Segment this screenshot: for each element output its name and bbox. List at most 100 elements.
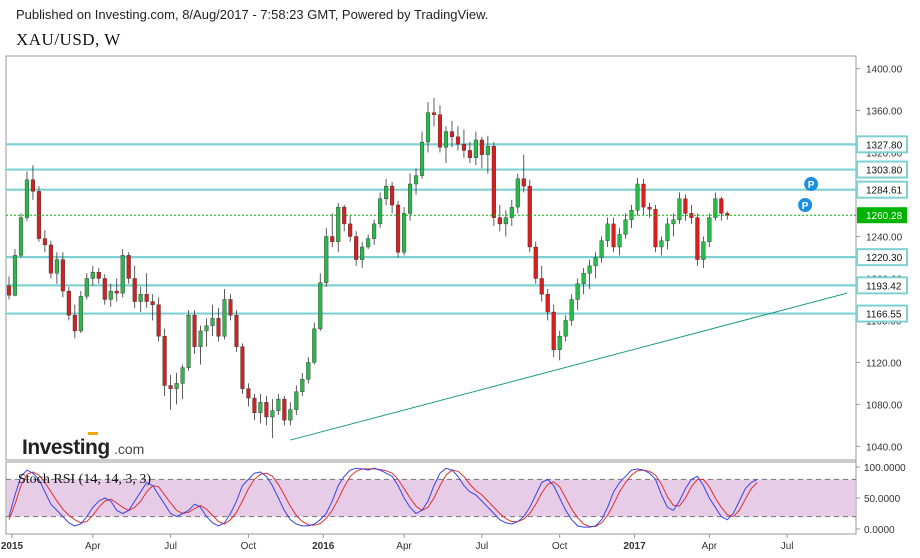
candle-body [102,278,107,300]
rsi-d-line [8,468,758,527]
rsi-title: Stoch RSI (14, 14, 3, 3) [18,472,151,487]
candle-body [366,238,371,248]
candle-body [515,178,520,208]
y-tick-label: 1040.00 [866,442,903,453]
candle-body [78,296,83,332]
candle-body [162,335,167,386]
candle-body [509,206,514,218]
candle-body [294,391,299,410]
rsi-tick-label: 50.0000 [864,494,901,505]
logo-suffix: .com [114,441,144,457]
candle-body [192,314,197,347]
pivot-marker-icon[interactable] [804,177,819,192]
pivot-label: P [808,180,815,191]
investing-logo[interactable]: Investing .com [22,432,144,459]
candle-body [18,217,24,256]
candle-body [431,112,437,115]
x-tick-label: Apr [85,541,101,552]
rsi-band [7,479,855,517]
candle-body [407,183,413,214]
candle-body [360,246,365,260]
candle-body [413,175,419,185]
level-label: 1166.55 [866,310,902,321]
candle-body [60,259,65,292]
candle-body [30,179,35,192]
candle-body [419,141,425,176]
candle-body [312,328,317,363]
candle-body [467,150,472,158]
candle-body [282,398,287,421]
level-label-box [856,304,908,323]
y-tick-label: 1080.00 [866,400,903,411]
candle-body [443,131,449,148]
pivot-label: P [802,201,809,212]
candle-body [695,217,700,260]
candle-body [605,223,610,241]
candle-body [425,112,431,143]
level-label: 1193.42 [866,281,902,292]
pivot-marker-icon[interactable] [798,198,813,213]
rsi-tick-label: 0.0000 [864,525,895,536]
rsi-tick-label: 100.0000 [864,463,906,474]
candle-body [252,397,257,413]
x-tick-label: Apr [702,541,718,552]
candle-body [701,241,706,260]
candle-body [300,379,305,392]
candle-body [557,335,562,351]
x-tick-label: Apr [396,541,412,552]
candle-body [659,240,664,248]
y-tick-label: 1240.00 [866,232,903,243]
candle-body [719,198,724,214]
candle-body [12,255,18,296]
candle-body [449,131,455,138]
candle-body [563,320,568,337]
level-label-box [856,160,908,179]
candle-body [677,198,682,220]
candle-body [324,236,329,283]
candle-body [306,362,311,380]
candle-body [599,240,604,258]
candle-body [521,178,526,187]
candle-body [402,213,407,253]
candle-body [234,314,239,347]
candle-body [222,299,227,337]
candle-body [258,402,263,413]
y-tick-label: 1360.00 [866,107,903,118]
candle-body [156,304,161,337]
candle-body [545,294,550,313]
candle-body [587,265,592,274]
candle-body [539,278,544,295]
candle-body [551,311,556,351]
candle-body [168,385,173,389]
candle-body [354,236,359,260]
candle-body [330,236,335,242]
candle-body [683,198,688,214]
candle-body [491,146,496,218]
logo-brand: Investing [22,436,110,459]
candle-body [288,409,293,421]
candle-body [216,318,221,337]
candle-body [90,271,95,279]
candle-body [707,217,712,242]
level-label: 1327.80 [866,140,903,151]
candle-body [533,246,538,279]
trendline[interactable] [290,292,848,441]
x-tick-label: Oct [552,541,568,552]
candle-body [647,206,652,210]
candle-body [264,402,269,418]
candle-body [713,198,718,218]
candle-body [623,219,628,235]
candle-body [24,179,30,218]
candle-body [635,183,640,211]
current-price-label: 1260.28 [866,211,903,222]
candle-body [186,314,191,368]
candle-body [174,383,179,389]
candle-body [180,367,185,384]
level-label: 1284.61 [866,186,903,197]
x-tick-label: 2015 [1,541,24,552]
candle-body [210,318,215,326]
candle-body [126,255,131,279]
candle-body [240,346,245,389]
candle-body [653,209,658,248]
